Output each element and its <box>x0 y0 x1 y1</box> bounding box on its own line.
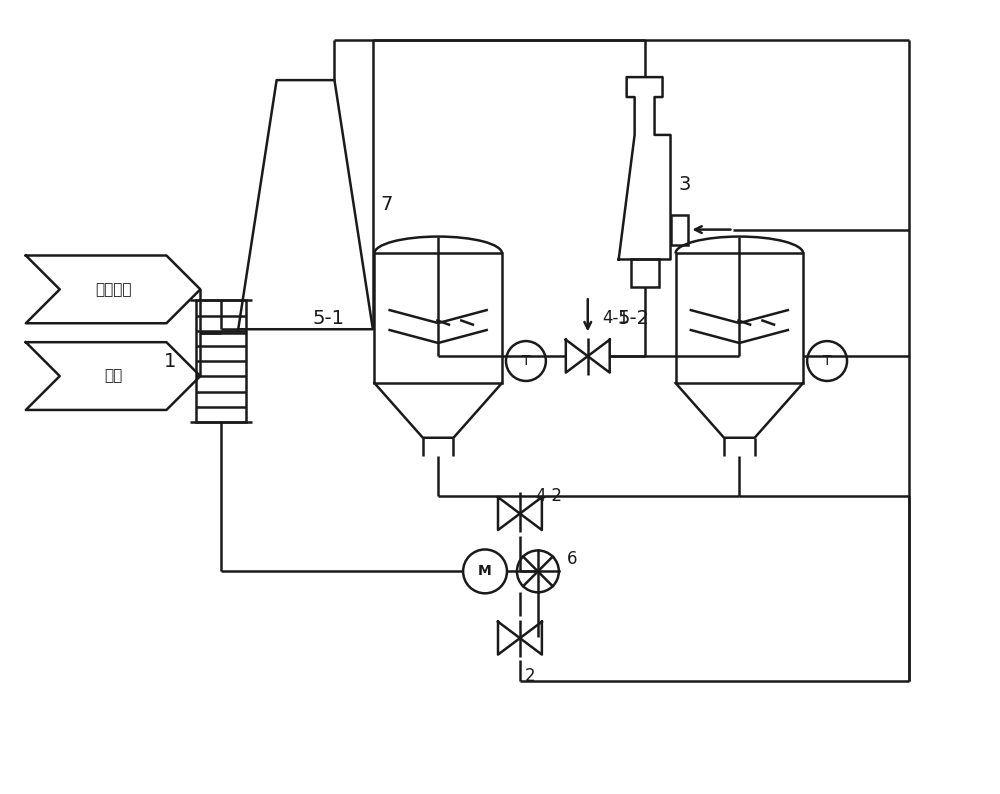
Text: 4-1: 4-1 <box>603 310 630 327</box>
Bar <box>676 253 803 383</box>
Text: 4-2: 4-2 <box>535 487 562 505</box>
Text: 6: 6 <box>567 550 577 569</box>
Bar <box>631 260 659 287</box>
Text: 5-1: 5-1 <box>313 309 345 328</box>
Text: T: T <box>823 354 831 368</box>
Text: 氨气: 氨气 <box>104 368 122 384</box>
Text: T: T <box>522 354 530 368</box>
Bar <box>196 300 246 422</box>
Text: 7: 7 <box>381 195 393 214</box>
Text: M: M <box>478 565 492 578</box>
Text: 1: 1 <box>164 352 176 371</box>
Text: 3: 3 <box>679 175 691 195</box>
Circle shape <box>463 549 507 593</box>
Circle shape <box>807 341 847 381</box>
Text: 低温烟气: 低温烟气 <box>95 282 131 297</box>
Text: 5-2: 5-2 <box>618 309 650 328</box>
Text: 2: 2 <box>525 667 536 685</box>
Bar <box>374 253 502 383</box>
Circle shape <box>506 341 546 381</box>
Bar <box>671 214 688 245</box>
